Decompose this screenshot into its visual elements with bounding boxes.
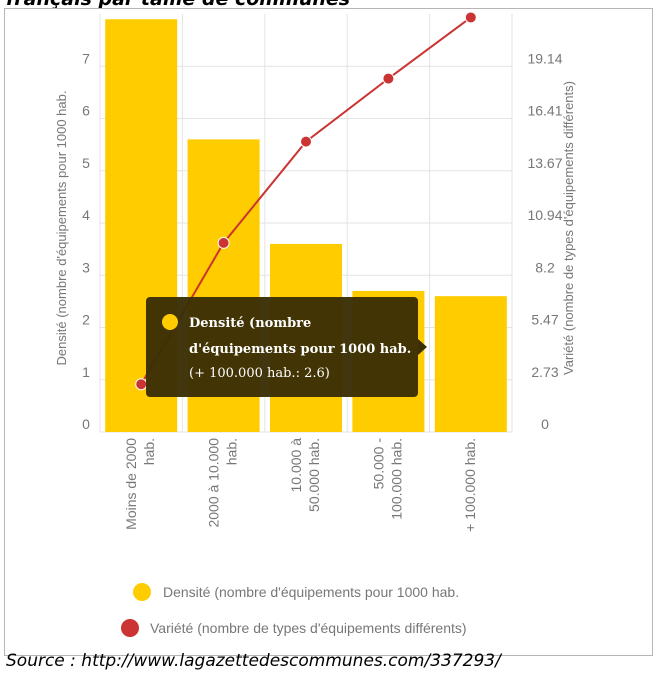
left-axis-title: Densité (nombre d'équipements pour 1000 … bbox=[54, 91, 69, 366]
right-axis-title: Variété (nombre de types d'équipements d… bbox=[561, 81, 576, 375]
left-tick-label: 5 bbox=[82, 155, 90, 171]
tooltip-arrow bbox=[418, 339, 427, 355]
x-tick-label: 10.000 à 50.000 hab. bbox=[288, 438, 322, 512]
x-tick-label: Moins de 2000 hab. bbox=[123, 438, 157, 530]
left-tick-label: 4 bbox=[82, 207, 90, 223]
right-tick-label: 19.14 bbox=[527, 50, 562, 66]
point-variete[interactable] bbox=[135, 378, 148, 391]
tooltip-title-line: d'équipements pour 1000 hab. bbox=[189, 342, 411, 357]
right-tick-label: 2.73 bbox=[531, 364, 558, 380]
legend-swatch-densite[interactable] bbox=[133, 583, 151, 601]
left-tick-label: 0 bbox=[82, 416, 90, 432]
tooltip-swatch bbox=[162, 314, 178, 330]
tooltip-title-line: Densité (nombre bbox=[189, 316, 311, 331]
point-variete[interactable] bbox=[382, 72, 395, 85]
left-tick-label: 1 bbox=[82, 364, 90, 380]
point-variete[interactable] bbox=[217, 236, 230, 249]
point-variete[interactable] bbox=[464, 11, 477, 24]
x-tick-label: 50.000 -100.000 hab. bbox=[370, 438, 404, 520]
legend-item-variete: Variété (nombre de types d'équipements d… bbox=[150, 620, 467, 636]
right-tick-label: 10.94 bbox=[527, 207, 562, 223]
tooltip-box bbox=[146, 297, 418, 397]
chart-title: français par taille de communes bbox=[6, 0, 350, 10]
x-tick-label: + 100.000 hab. bbox=[462, 438, 478, 532]
point-variete[interactable] bbox=[300, 135, 312, 148]
left-tick-label: 3 bbox=[82, 259, 90, 275]
right-tick-label: 16.41 bbox=[527, 103, 562, 119]
right-tick-label: 5.47 bbox=[531, 312, 558, 328]
right-tick-label: 13.67 bbox=[527, 155, 562, 171]
legend-swatch-variete[interactable] bbox=[121, 619, 139, 637]
tooltip-value: (+ 100.000 hab.: 2.6) bbox=[189, 366, 330, 381]
left-tick-label: 7 bbox=[82, 50, 90, 66]
right-tick-label: 0 bbox=[541, 416, 549, 432]
x-tick-label: 2000 à 10.000 hab. bbox=[206, 438, 240, 528]
bar-densite[interactable] bbox=[434, 296, 507, 432]
legend-item-densite: Densité (nombre d'équipements pour 1000 … bbox=[163, 584, 459, 600]
right-tick-label: 8.2 bbox=[535, 259, 555, 275]
source-note[interactable]: Source : http://www.lagazettedescommunes… bbox=[6, 651, 501, 671]
left-tick-label: 2 bbox=[82, 312, 90, 328]
left-tick-label: 6 bbox=[82, 103, 90, 119]
